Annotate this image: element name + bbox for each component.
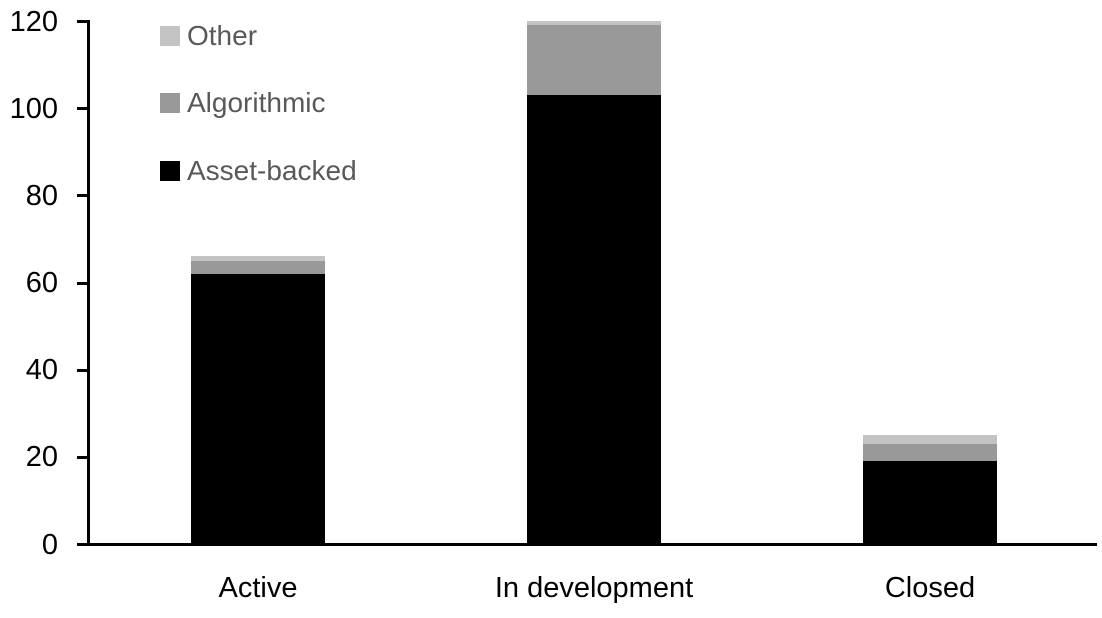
- bar-segment-other: [527, 21, 661, 26]
- y-axis-tick: [77, 455, 87, 459]
- y-axis-tick-label: 100: [9, 92, 58, 125]
- bar-segment-other: [191, 256, 325, 261]
- y-axis-tick-label: 0: [41, 528, 58, 561]
- legend-swatch-icon: [160, 93, 180, 113]
- bar-segment-algorithmic: [527, 25, 661, 96]
- bar-segment-other: [863, 435, 997, 444]
- legend-item: Other: [160, 22, 257, 50]
- legend-item-label: Algorithmic: [187, 87, 326, 118]
- y-axis-tick-label: 60: [25, 267, 58, 299]
- x-axis-line: [87, 543, 1097, 546]
- y-axis-tick-label: 40: [25, 354, 58, 387]
- y-axis-tick-label: 80: [25, 179, 58, 212]
- x-axis-category-label: Active: [218, 572, 298, 604]
- y-axis-tick: [77, 107, 87, 111]
- bar-segment-asset-backed: [863, 461, 997, 544]
- y-axis-tick-label: 120: [9, 5, 58, 38]
- y-axis-tick: [77, 543, 87, 546]
- legend-swatch-icon: [160, 161, 180, 181]
- y-axis-tick: [77, 20, 87, 23]
- bar-segment-algorithmic: [191, 260, 325, 274]
- y-axis-tick: [77, 281, 87, 285]
- bar-segment-algorithmic: [863, 443, 997, 462]
- legend-item: Asset-backed: [160, 157, 357, 185]
- y-axis-tick: [77, 368, 87, 372]
- legend-item-label: Asset-backed: [187, 155, 357, 186]
- bar-segment-asset-backed: [191, 273, 325, 544]
- legend-item-label: Other: [187, 20, 258, 51]
- legend-swatch-icon: [160, 26, 180, 46]
- bar-segment-asset-backed: [527, 95, 661, 544]
- x-axis-category-label: In development: [494, 572, 694, 604]
- y-axis-line: [87, 20, 90, 546]
- y-axis-tick: [77, 194, 87, 198]
- x-axis-category-label: Closed: [884, 572, 976, 604]
- y-axis-tick-label: 20: [25, 441, 58, 474]
- legend-item: Algorithmic: [160, 89, 325, 117]
